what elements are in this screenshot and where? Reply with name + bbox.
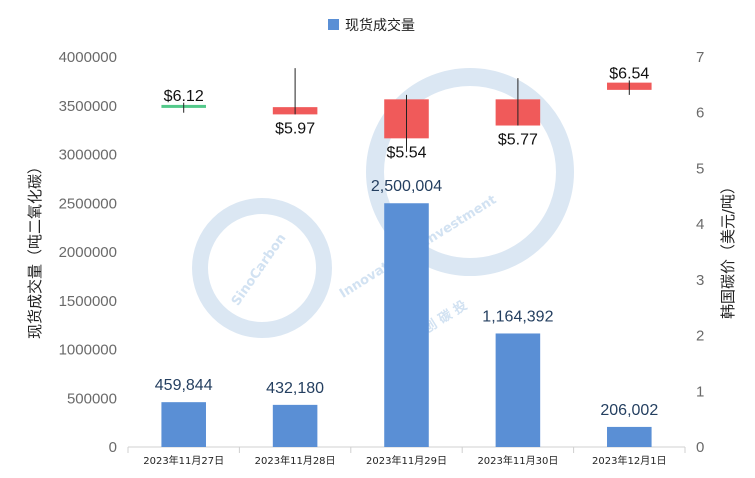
price-label: $6.12 (164, 88, 204, 105)
x-tick-label: 2023年11月27日 (143, 454, 224, 467)
y-axis-left: 0 500000 1000000 1500000 2000000 2500000 30000… (59, 49, 117, 456)
legend: 现货成交量 (328, 17, 415, 34)
bar-data-labels: 459,844 432,180 2,500,004 1,164,392 206,002 (155, 178, 659, 419)
price-label: $5.54 (386, 144, 426, 161)
y-left-tick-label: 3500000 (59, 98, 117, 115)
y-left-tick-label: 3000000 (59, 147, 117, 164)
bar-data-label: 206,002 (600, 402, 658, 419)
price-label: $6.54 (609, 66, 649, 83)
bar-data-label: 1,164,392 (482, 308, 553, 325)
y-left-tick-label: 2500000 (59, 195, 117, 212)
y-right-tick-label: 2 (696, 328, 704, 345)
bar (607, 426, 652, 447)
bar-series (161, 203, 652, 447)
y-left-tick-label: 2000000 (59, 244, 117, 261)
y-right-tick-label: 0 (696, 439, 704, 456)
y-right-tick-label: 7 (696, 49, 704, 66)
legend-label: 现货成交量 (345, 17, 415, 34)
legend-swatch (328, 19, 339, 30)
price-labels: $6.12 $5.97 $5.54 $5.77 $6.54 (164, 66, 650, 162)
bar-data-label: 2,500,004 (371, 178, 442, 195)
bar (161, 402, 206, 447)
x-axis: 2023年11月27日 2023年11月28日 2023年11月29日 2023年11… (127, 446, 686, 467)
y-right-tick-label: 1 (696, 383, 704, 400)
watermark-text-1: SinoCarbon (229, 231, 290, 309)
y-right-tick-label: 6 (696, 105, 704, 122)
x-tick-label: 2023年11月29日 (366, 454, 447, 467)
y-right-tick-label: 5 (696, 160, 704, 177)
watermark-ring-left (192, 198, 332, 338)
bar (495, 333, 541, 447)
price-candles (161, 68, 652, 152)
x-tick-label: 2023年11月30日 (477, 454, 558, 467)
y-axis-right-title: 韩国碳价（美元/吨） (719, 179, 737, 319)
x-tick-label: 2023年11月28日 (255, 454, 336, 467)
y-left-tick-label: 1000000 (59, 342, 117, 359)
y-axis-left-title: 现货成交量（吨二氧化碳） (26, 159, 44, 339)
price-label: $5.97 (275, 120, 315, 137)
y-left-tick-label: 1500000 (59, 293, 117, 310)
y-right-tick-label: 3 (696, 272, 704, 289)
bar (384, 203, 429, 447)
y-left-tick-label: 4000000 (59, 49, 117, 66)
x-tick-label: 2023年12月1日 (592, 454, 667, 467)
y-right-tick-label: 4 (696, 216, 704, 233)
bar-data-label: 459,844 (155, 377, 213, 394)
watermark-ring-right (366, 68, 574, 276)
y-axis-right: 0 1 2 3 4 5 6 7 (696, 49, 704, 456)
y-left-tick-label: 500000 (67, 390, 117, 407)
bar (272, 404, 318, 447)
price-label: $5.77 (498, 132, 538, 149)
y-left-tick-label: 0 (109, 439, 117, 456)
bar-data-label: 432,180 (266, 380, 324, 397)
